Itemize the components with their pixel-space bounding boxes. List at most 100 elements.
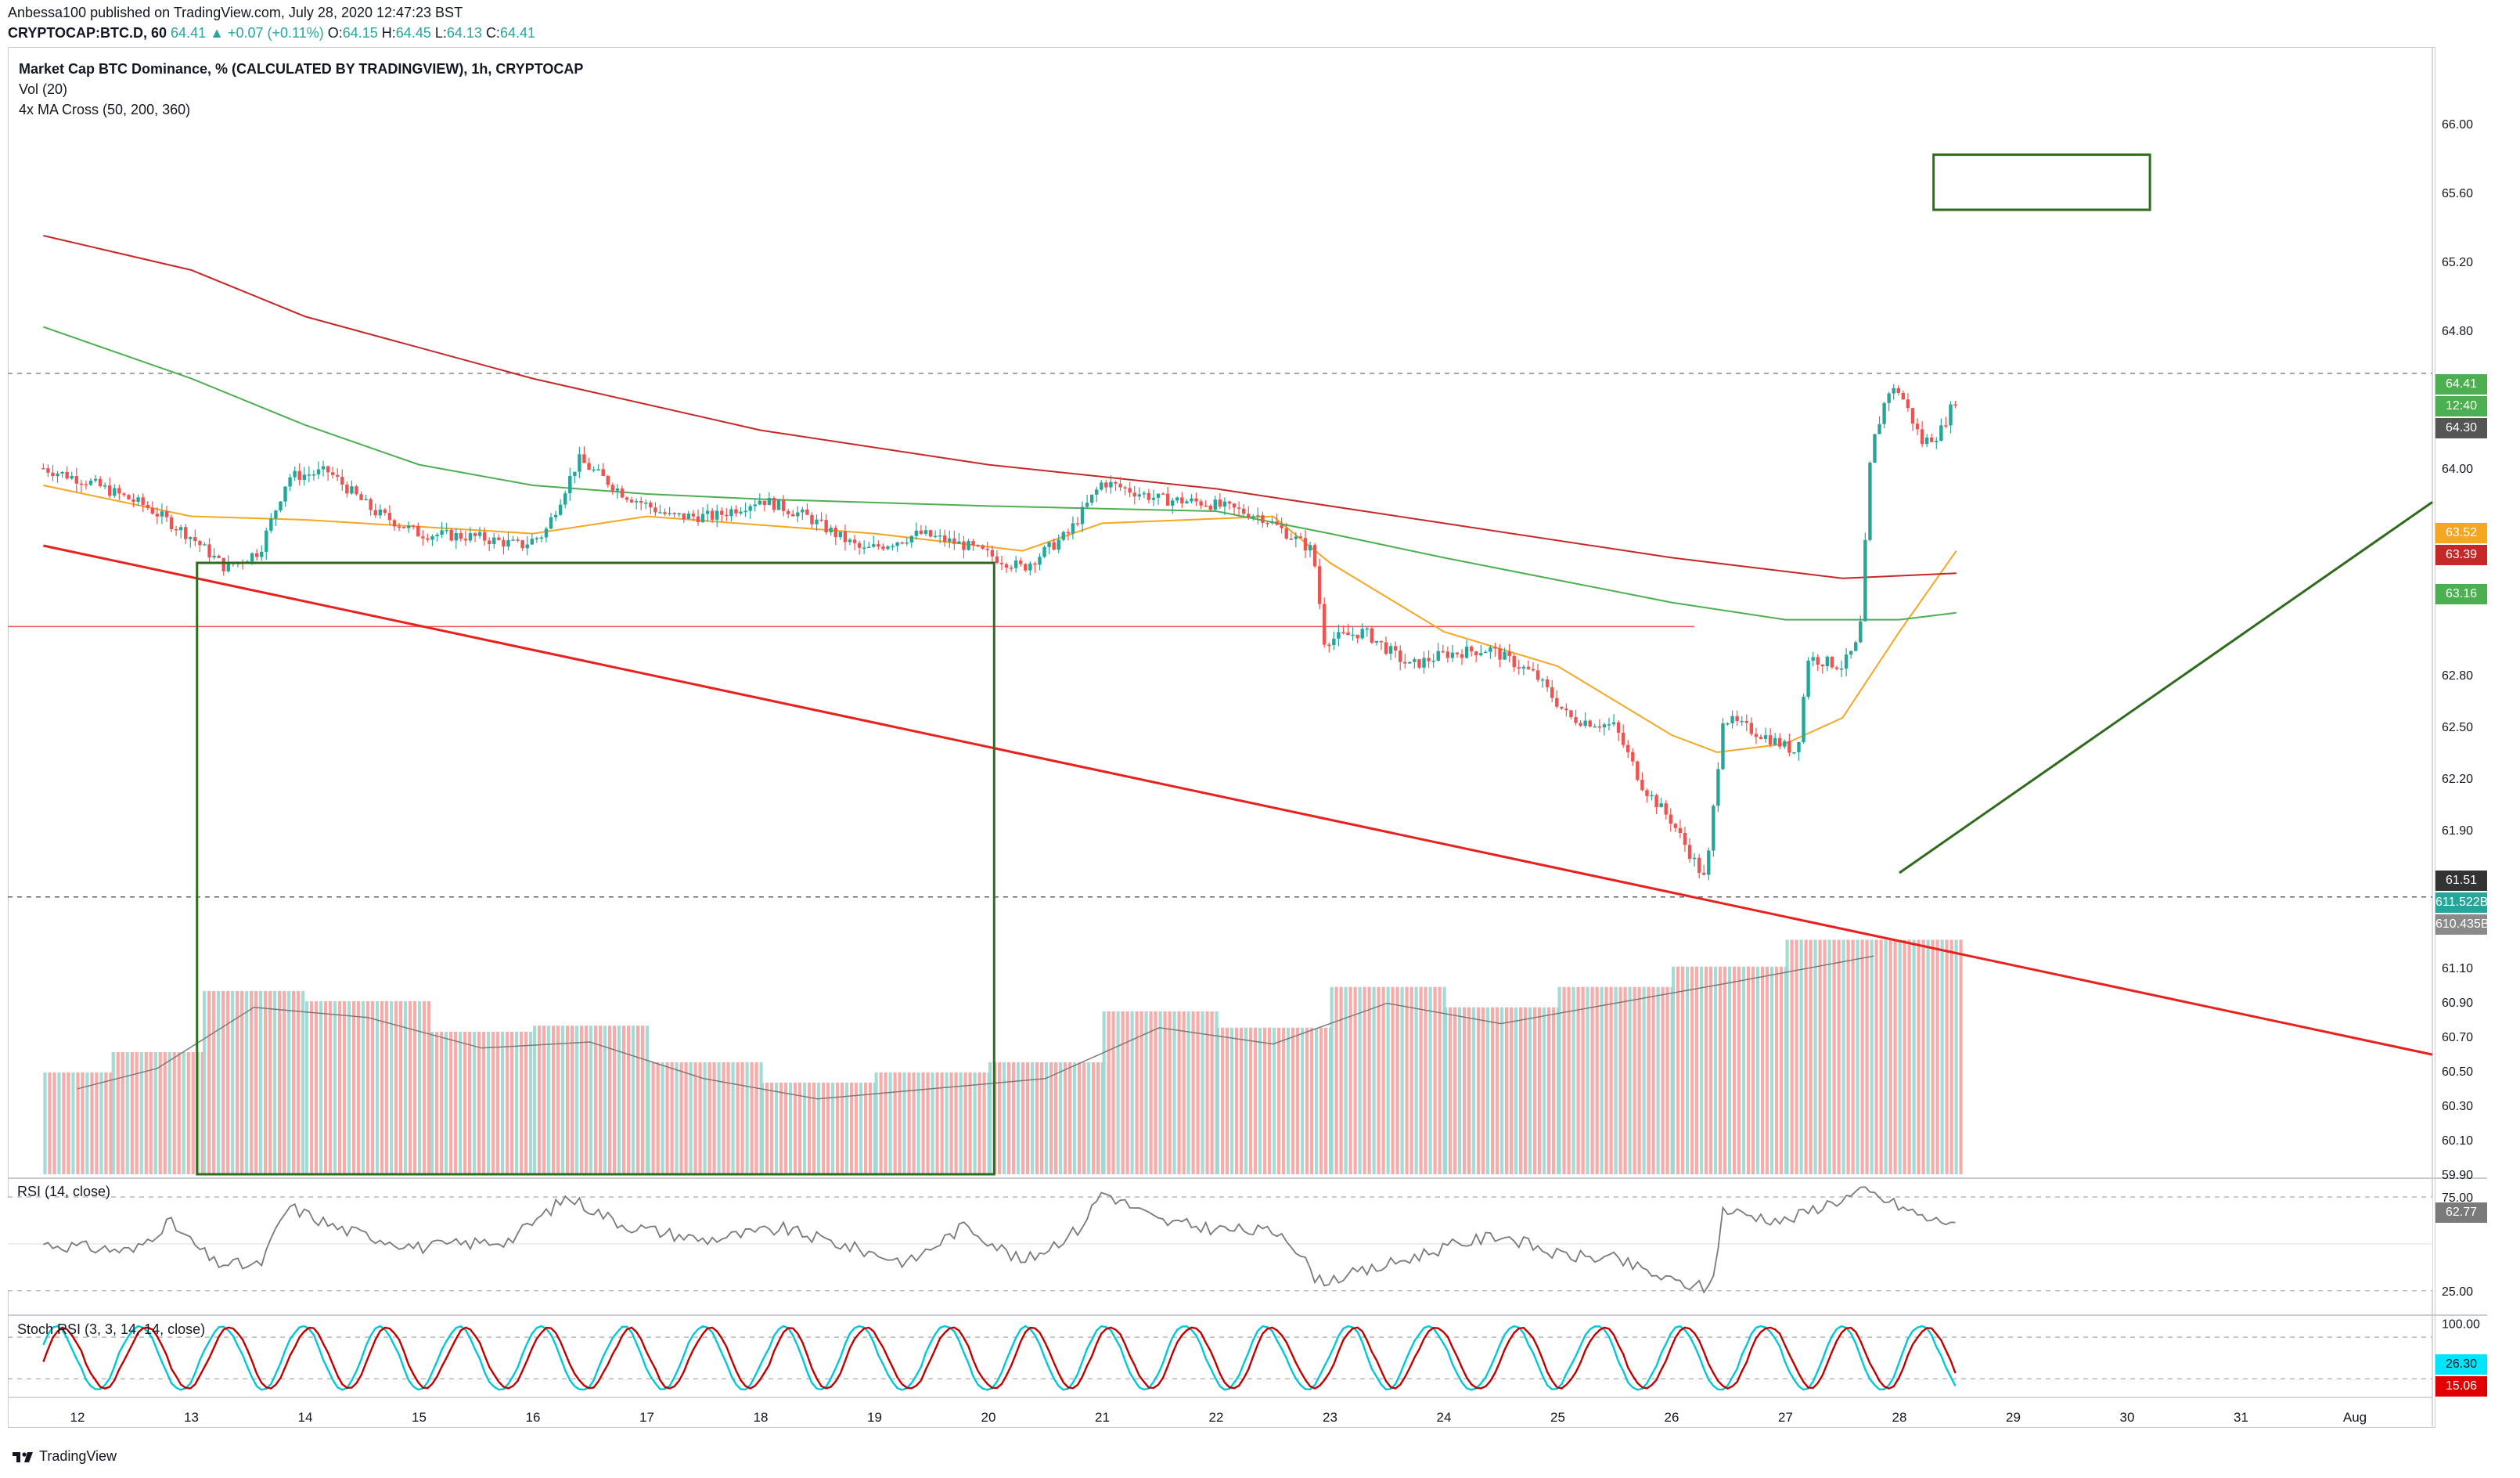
candle-down [1232, 503, 1237, 508]
volume-bar [921, 1072, 925, 1174]
candle-down [1930, 437, 1934, 442]
candle-down [383, 509, 387, 514]
price-axis-tick: 61.10 [2442, 962, 2473, 975]
volume-bar [789, 1083, 793, 1174]
tradingview-logo[interactable]: TradingView [13, 1448, 117, 1465]
volume-bar [641, 1026, 645, 1174]
candle-up [1413, 659, 1417, 662]
candle-up [1825, 656, 1830, 667]
volume-bar [973, 1072, 977, 1174]
price-axis-tick: 62.50 [2442, 721, 2473, 734]
candle-up [1308, 545, 1312, 551]
candle-up [914, 530, 919, 536]
volume-bar [1959, 939, 1963, 1174]
volume-bar [1230, 1027, 1234, 1174]
volume-bar [1637, 986, 1641, 1174]
candle-down [207, 544, 211, 558]
volume-bar [404, 1001, 408, 1174]
volume-bar [884, 1072, 887, 1174]
volume-bar [726, 1062, 730, 1174]
volume-bar [670, 1062, 674, 1174]
candle-down [1445, 651, 1450, 658]
candle-up [226, 562, 230, 571]
candle-up [269, 518, 273, 531]
candle-down [108, 485, 112, 496]
volume-bar [1353, 986, 1357, 1174]
candle-up [288, 477, 292, 487]
candle-down [1024, 564, 1028, 571]
rsi-pane-label[interactable]: RSI (14, close) [17, 1184, 111, 1199]
volume-bar [1747, 966, 1751, 1174]
candle-down [1735, 716, 1739, 722]
volume-bar [1045, 1062, 1049, 1174]
volume-bar [62, 1072, 66, 1174]
candle-down [653, 507, 657, 513]
candle-down [198, 541, 202, 546]
candle-up [321, 466, 326, 470]
candle-up [1431, 660, 1435, 662]
volume-bar [1258, 1027, 1262, 1174]
candle-down [1379, 640, 1384, 643]
candle-down [1626, 744, 1630, 752]
candle-up [283, 486, 287, 502]
volume-bar [1073, 1062, 1077, 1174]
volume-bar [1059, 1062, 1063, 1174]
candle-up [1650, 795, 1654, 797]
candle-up [1540, 679, 1545, 681]
candle-up [1716, 769, 1720, 806]
candle-down [117, 488, 121, 494]
candle-down [772, 498, 776, 510]
candle-up [739, 511, 743, 514]
candle-up [886, 546, 890, 550]
candle-up [1863, 539, 1867, 622]
candle-down [824, 520, 828, 532]
candle-down [1161, 493, 1165, 496]
candle-down [720, 510, 724, 515]
candle-up [891, 546, 895, 547]
volume-bar [1571, 986, 1575, 1174]
volume-bar [52, 1072, 56, 1174]
countdown-tag: 12:40 [2435, 396, 2487, 416]
volume-bar [1827, 939, 1831, 1174]
ma200-line [43, 326, 1957, 621]
open-value: 64.15 [342, 25, 378, 41]
volume-bar [125, 1052, 129, 1174]
volume-bar [1221, 1027, 1225, 1174]
candle-down [326, 466, 330, 473]
volume-bar [1595, 986, 1599, 1174]
candle-up [1080, 506, 1085, 525]
candle-up [1887, 393, 1891, 403]
volume-bar [1945, 939, 1949, 1174]
candle-down [710, 510, 715, 520]
volume-bar [1737, 966, 1741, 1174]
candle-up [668, 513, 671, 514]
candle-down [1664, 803, 1668, 815]
time-axis-tick: 20 [981, 1410, 996, 1425]
candle-down [336, 474, 340, 478]
volume-bar [869, 1083, 873, 1174]
volume-bar [798, 1083, 802, 1174]
candle-up [60, 471, 64, 474]
volume-legend[interactable]: Vol (20) [19, 81, 68, 97]
volume-bar [693, 1062, 697, 1174]
candle-up [1730, 716, 1734, 723]
candle-down [810, 514, 814, 525]
volume-bar [1424, 986, 1427, 1174]
chart-frame[interactable] [8, 47, 2435, 1428]
volume-bar [1837, 939, 1841, 1174]
candle-up [862, 547, 866, 549]
candle-up [544, 528, 549, 538]
volume-bar [812, 1083, 816, 1174]
stoch-pane-label[interactable]: Stoch RSI (3, 3, 14, 14, close) [17, 1321, 206, 1337]
volume-bar [139, 1052, 143, 1174]
candle-up [260, 551, 264, 557]
candle-up [1151, 497, 1156, 500]
volume-bar [902, 1072, 906, 1174]
volume-bar [1543, 1007, 1546, 1174]
volume-bar [1949, 939, 1953, 1174]
ma-cross-legend[interactable]: 4x MA Cross (50, 200, 360) [19, 102, 191, 117]
candle-up [1692, 857, 1697, 860]
volume-bar [182, 1052, 185, 1174]
volume-bar [1334, 986, 1338, 1174]
